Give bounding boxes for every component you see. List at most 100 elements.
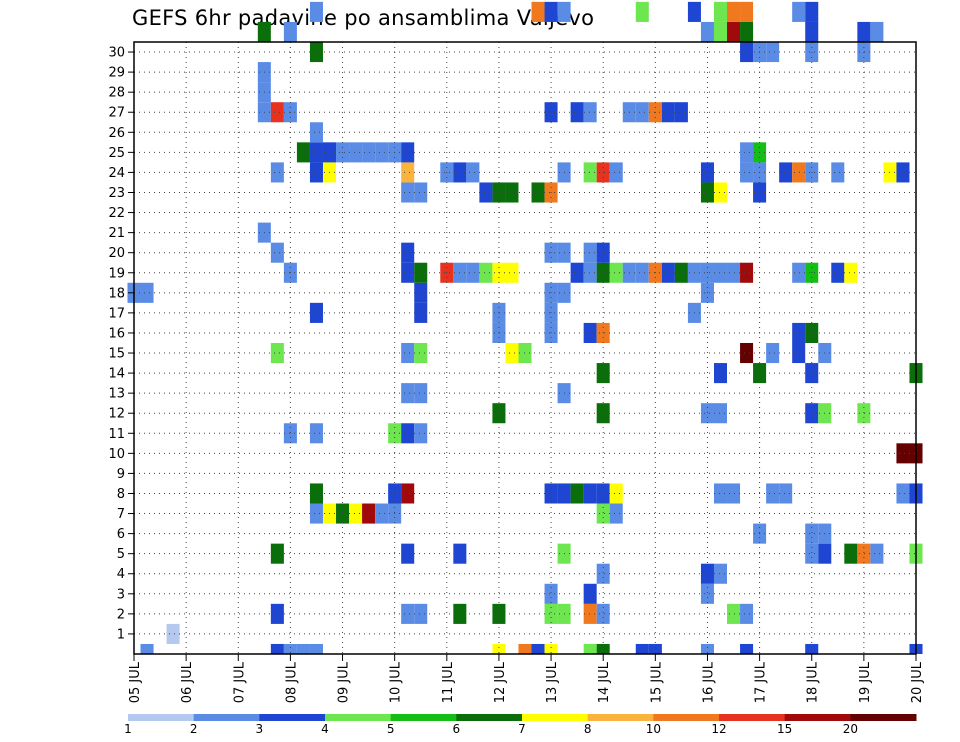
y-tick-label: 3 (117, 587, 125, 602)
colorbar-swatch (850, 714, 917, 721)
colorbar-swatch (259, 714, 326, 721)
heatmap-cell (270, 242, 284, 263)
y-tick-label: 27 (108, 106, 125, 121)
plot-frame (133, 41, 917, 655)
chart-title: GEFS 6hr padavine po ansamblima Valjevo (132, 6, 595, 30)
heatmap-cell (857, 543, 871, 564)
heatmap-cell (309, 302, 323, 323)
y-tick-label: 16 (108, 326, 125, 341)
heatmap-cell (401, 603, 415, 624)
heatmap-cell (857, 403, 871, 424)
heatmap-cell (831, 162, 845, 183)
heatmap-cell (270, 543, 284, 564)
heatmap-cell (805, 403, 819, 424)
y-tick-label: 25 (108, 146, 125, 161)
heatmap-cell (570, 262, 584, 283)
heatmap-cell (713, 1, 728, 22)
heatmap-cell (583, 603, 597, 624)
y-tick-label: 2 (117, 607, 125, 622)
heatmap-cell (713, 483, 728, 504)
colorbar-swatch (587, 714, 654, 721)
heatmap-cell (727, 262, 741, 283)
y-tick-label: 21 (108, 226, 125, 241)
heatmap-cell (531, 1, 545, 22)
x-tick-label: 10 JUL (389, 661, 404, 703)
heatmap-cell (375, 142, 389, 163)
heatmap-cell (505, 342, 519, 364)
colorbar-swatch (456, 714, 523, 721)
heatmap-cell (805, 21, 819, 42)
heatmap-cell (779, 483, 793, 504)
x-tick-label: 19 JUL (858, 661, 873, 703)
heatmap-cell (349, 503, 363, 524)
heatmap-cell (531, 182, 545, 203)
heatmap-cell (844, 543, 858, 564)
heatmap-cell (779, 162, 793, 183)
heatmap-cell (283, 423, 297, 444)
heatmap-cell (309, 142, 323, 163)
heatmap-cell (309, 1, 323, 22)
heatmap-cell (401, 242, 415, 263)
colorbar-label: 10 (646, 722, 661, 736)
heatmap-cell (270, 162, 284, 183)
heatmap-cell (479, 182, 493, 203)
heatmap-cell (727, 603, 741, 624)
heatmap-cell (401, 543, 415, 564)
heatmap-cell (296, 643, 310, 654)
y-tick-label: 6 (117, 527, 125, 542)
colorbar-swatch (325, 714, 392, 721)
grid-lines (134, 42, 916, 654)
x-tick-label: 16 JUL (701, 661, 716, 703)
heatmap-cell (583, 242, 597, 263)
heatmap-cell (792, 162, 806, 183)
heatmap-cell (492, 403, 506, 424)
heatmap-cell (870, 21, 884, 42)
heatmap-cell (336, 503, 350, 524)
heatmap-cell (805, 363, 819, 384)
heatmap-cell (805, 523, 819, 544)
x-tick-label: 12 JUL (493, 661, 508, 703)
colorbar-swatch (784, 714, 851, 721)
heatmap-cell (713, 363, 728, 384)
heatmap-cell (166, 623, 180, 644)
colorbar-label: 5 (387, 722, 395, 736)
colorbar-label: 2 (190, 722, 198, 736)
heatmap-cell (414, 302, 428, 323)
heatmap-cell (596, 403, 610, 424)
y-tick-label: 11 (108, 427, 125, 442)
heatmap-cell (661, 102, 675, 123)
y-tick-label: 12 (108, 407, 125, 422)
heatmap-cell (792, 322, 806, 343)
heatmap-cell (309, 122, 323, 143)
heatmap-cell (583, 583, 597, 604)
x-axis: 05 JUL 06 JUL 07 JUL 08 JUL 09 JUL 10 JUL 11 J… (128, 654, 925, 703)
colorbar-label: 6 (453, 722, 461, 736)
heatmap-cell (401, 142, 415, 163)
heatmap-cell (713, 182, 728, 203)
heatmap-cell (857, 21, 871, 42)
heatmap-cell (414, 182, 428, 203)
heatmap-cell (309, 162, 323, 183)
heatmap-cell (609, 262, 623, 283)
heatmap-cell (362, 142, 376, 163)
colorbar-swatch (193, 714, 260, 721)
heatmap-cell (609, 503, 623, 524)
heatmap-cell (583, 643, 597, 654)
heatmap-cell (700, 643, 714, 654)
heatmap-cell (766, 483, 780, 504)
heatmap-cell (349, 142, 363, 163)
heatmap-cell (401, 342, 415, 364)
heatmap-cell (309, 503, 323, 524)
heatmap-cell (713, 563, 728, 584)
heatmap-cell (805, 643, 819, 654)
heatmap-cell (661, 262, 675, 283)
y-tick-label: 29 (108, 66, 125, 81)
heatmap-cell (401, 483, 415, 504)
heatmap-cell (583, 483, 597, 504)
heatmap-cell (674, 262, 688, 283)
heatmap-cells (127, 1, 923, 654)
heatmap-cell (375, 503, 389, 524)
heatmap-cell (570, 102, 584, 123)
heatmap-cell (583, 322, 597, 343)
